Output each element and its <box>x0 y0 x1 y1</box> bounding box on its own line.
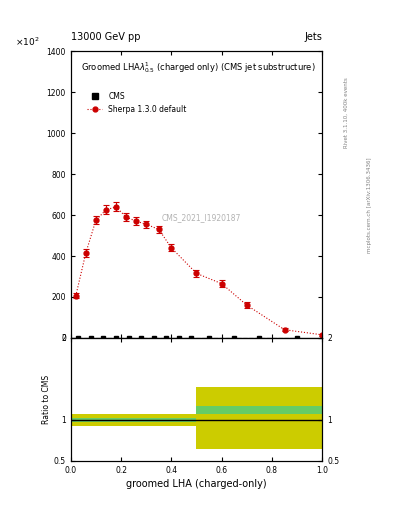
Text: Rivet 3.1.10, 400k events: Rivet 3.1.10, 400k events <box>343 77 348 148</box>
Text: Jets: Jets <box>305 32 322 42</box>
Text: Groomed LHA$\lambda^{1}_{0.5}$ (charged only) (CMS jet substructure): Groomed LHA$\lambda^{1}_{0.5}$ (charged … <box>81 60 316 75</box>
X-axis label: groomed LHA (charged-only): groomed LHA (charged-only) <box>126 479 267 489</box>
Text: mcplots.cern.ch [arXiv:1306.3436]: mcplots.cern.ch [arXiv:1306.3436] <box>367 157 372 252</box>
Y-axis label: Ratio to CMS: Ratio to CMS <box>42 375 51 424</box>
Legend: CMS, Sherpa 1.3.0 default: CMS, Sherpa 1.3.0 default <box>84 90 189 116</box>
Text: CMS_2021_I1920187: CMS_2021_I1920187 <box>162 213 241 222</box>
Text: 13000 GeV pp: 13000 GeV pp <box>71 32 140 42</box>
Text: $\times10^2$: $\times10^2$ <box>15 36 40 48</box>
